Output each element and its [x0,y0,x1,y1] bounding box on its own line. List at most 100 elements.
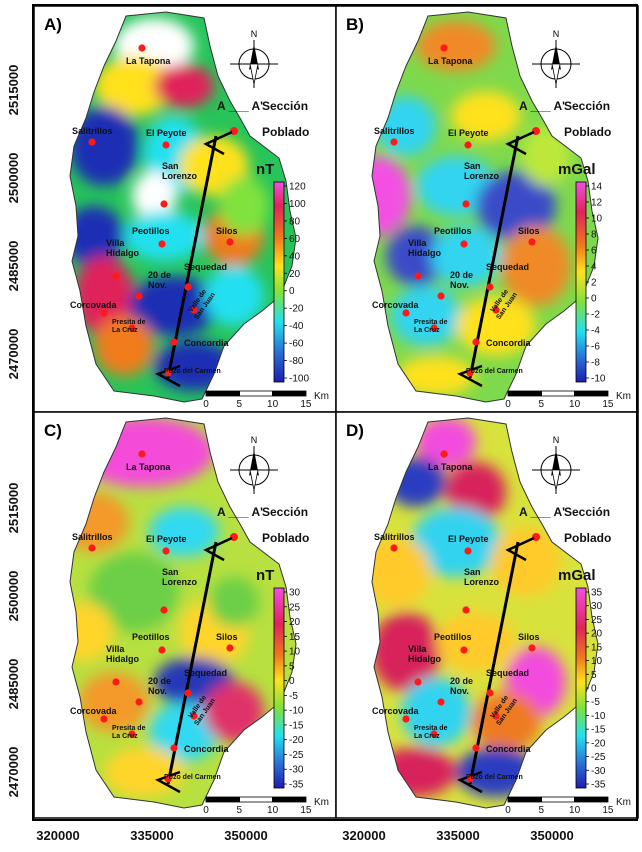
colorbar-tick-label: -15 [289,720,304,731]
colorbar-tick-label: 20 [289,617,301,628]
town-marker [437,292,445,300]
colorbar-tick-label: -20 [289,304,304,315]
section-legend-label: Sección [262,505,308,519]
town-marker [112,272,120,280]
town-label: Peotillos [434,226,472,236]
scalebar-segment [206,797,240,802]
anomaly-blob [446,462,506,522]
anomaly-blob [70,206,124,266]
section-symbol: A ___ A' [217,505,263,519]
colorbar-tick-label: -35 [591,780,606,791]
scalebar-tick-label: 10 [569,399,581,410]
scalebar-unit: Km [314,797,329,808]
colorbar [273,587,285,789]
colorbar-tick-label: 25 [289,602,301,613]
town-label: La Cruz [414,327,440,334]
town-label: Hidalgo [106,654,140,664]
colorbar-tick-label: -15 [591,725,606,736]
colorbar [273,181,285,383]
anomaly-blob [70,106,139,186]
map-panel: C) N A ___ A' Sección Poblado nT 30 25 20 15 10 5 0 -… [33,411,337,819]
colorbar [575,587,587,789]
scalebar-segment [272,797,306,802]
town-marker [158,646,166,654]
town-label: Lorenzo [464,171,500,181]
scalebar-tick-label: 0 [203,805,209,816]
scalebar-unit: Km [616,797,631,808]
town-marker [466,369,474,377]
x-tick-label: 320000 [36,828,79,843]
town-marker [170,338,178,346]
north-label: N [553,435,560,445]
town-marker [160,200,168,208]
colorbar-tick-label: 14 [591,182,603,193]
town-label: Presita de [112,319,146,326]
basin-outline [69,417,297,809]
town-marker [402,309,410,317]
north-arrow-icon: N [532,29,580,88]
town-label: Presita de [414,319,448,326]
colorbar-tick-label: -5 [289,691,298,702]
colorbar-tick-label: -25 [591,752,606,763]
colorbar-tick-label: -30 [591,766,606,777]
town-marker [100,715,108,723]
town-marker [528,238,536,246]
town-marker [226,644,234,652]
town-marker [472,338,480,346]
anomaly-blob [372,537,431,607]
x-tick-label: 320000 [342,828,385,843]
town-label: 20 de [450,270,473,280]
scalebar-tick-label: 0 [203,399,209,410]
town-label: Concordia [184,744,229,754]
town-label: Corcovada [70,300,118,310]
town-label: Silos [518,632,540,642]
basin-outline [69,11,297,403]
scalebar-unit: Km [314,391,329,402]
town-label: La Cruz [414,733,440,740]
town-label: 20 de [450,676,473,686]
town-label: Sequedad [486,262,529,272]
town-marker [460,240,468,248]
north-arrow-pointer [249,450,259,476]
colorbar-tick-label: 120 [289,182,306,193]
town-label: La Tapona [126,56,171,66]
anomaly-blob [132,171,176,221]
panel-label: B) [346,15,364,34]
scalebar-tick-label: 0 [505,805,511,816]
town-marker [164,775,172,783]
scalebar-unit: Km [616,391,631,402]
colorbar-tick-label: 20 [289,269,301,280]
town-label: Corcovada [372,706,420,716]
town-marker [430,730,438,738]
colorbar-tick-label: 25 [591,615,603,626]
town-label: Lorenzo [162,577,198,587]
north-arrow-pointer [249,44,259,70]
town-label: Concordia [486,338,531,348]
town-marker [437,698,445,706]
town-marker [138,44,146,52]
town-label: Silos [216,226,238,236]
section-legend-label: Sección [564,505,610,519]
colorbar-tick-label: 100 [289,199,306,210]
town-label: Peotillos [132,632,170,642]
anomaly-blob [149,702,219,762]
town-marker [414,272,422,280]
town-label: La Cruz [112,733,138,740]
town-label: Nov. [148,280,167,290]
town-label: Sequedad [184,668,227,678]
town-marker [486,689,494,697]
north-arrow-pointer [551,450,561,476]
colorbar-tick-label: 5 [289,661,295,672]
colorbar-tick-label: 0 [591,684,597,695]
town-marker [160,606,168,614]
anomaly-blob [70,602,114,662]
town-marker [190,712,198,720]
colorbar-tick-label: 0 [289,676,295,687]
anomaly-blob [416,418,476,467]
town-marker [492,712,500,720]
town-label: Nov. [148,686,167,696]
town-label: Corcovada [70,706,118,716]
town-label: Pozo del Carmen [164,368,221,375]
